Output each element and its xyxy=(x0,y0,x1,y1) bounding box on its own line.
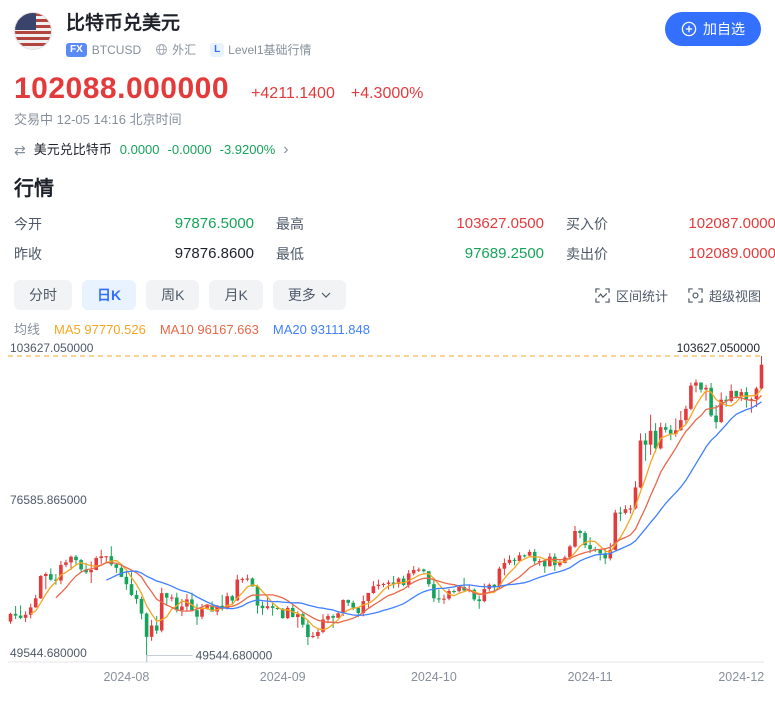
chart-tools: 区间统计 超级视图 xyxy=(595,286,761,305)
quote-field-bid: 买入价 102087.0000 xyxy=(566,215,775,232)
quote-field-low: 最低 97689.2500 xyxy=(276,245,544,262)
candles-layer xyxy=(8,356,764,662)
range-stats-button[interactable]: 区间统计 xyxy=(595,286,668,305)
inverse-price: 0.0000 xyxy=(119,142,160,157)
svg-text:2024-12: 2024-12 xyxy=(718,670,764,684)
ma5-line xyxy=(30,388,763,631)
ma-legend-title: 均线 xyxy=(14,322,41,337)
candlestick-chart[interactable]: 103627.050000 76585.865000 49544.680000 103… xyxy=(8,342,764,690)
svg-text:103627.050000: 103627.050000 xyxy=(10,342,94,355)
tab-time-share[interactable]: 分时 xyxy=(14,280,72,310)
ma10-line xyxy=(55,395,762,624)
price-row: 102088.000000 +4211.1400 +4.3000% xyxy=(14,72,761,106)
candlestick-chart-svg[interactable]: 103627.050000 76585.865000 49544.680000 103… xyxy=(8,342,764,690)
chart-toolbar: 分时 日K 周K 月K 更多 区间统计 xyxy=(14,280,761,310)
ma10-legend: MA10 96167.663 xyxy=(159,322,259,337)
price-change: +4211.1400 xyxy=(251,85,335,102)
page-title: 比特币兑美元 xyxy=(66,13,181,34)
symbol-badges: FX BTCUSD 外汇 L Level1基础行情 xyxy=(66,41,665,58)
inverse-change: -0.0000 xyxy=(167,142,212,157)
plus-circle-icon xyxy=(681,21,697,37)
chevron-right-icon: › xyxy=(283,141,289,158)
ma20-legend: MA20 93111.848 xyxy=(272,322,370,337)
swap-icon: ⇄ xyxy=(14,142,26,158)
us-flag-icon xyxy=(14,12,52,50)
inverse-pair-row[interactable]: ⇄ 美元兑比特币 0.0000 -0.0000 -3.9200% › xyxy=(14,140,289,160)
period-tabs: 分时 日K 周K 月K 更多 xyxy=(14,280,346,310)
tab-more[interactable]: 更多 xyxy=(272,280,346,310)
section-title-quote: 行情 xyxy=(14,178,54,200)
trading-status: 交易中 12-05 14:16 北京时间 xyxy=(14,112,182,127)
svg-text:2024-08: 2024-08 xyxy=(103,670,149,684)
ma5-legend: MA5 97770.526 xyxy=(54,322,146,337)
inverse-pair-name: 美元兑比特币 xyxy=(33,142,112,157)
ma20-line xyxy=(106,401,762,617)
svg-text:103627.050000: 103627.050000 xyxy=(677,342,761,355)
tab-daily-k[interactable]: 日K xyxy=(82,280,137,310)
level1-icon: L xyxy=(210,42,225,57)
svg-text:49544.680000: 49544.680000 xyxy=(10,646,87,660)
svg-text:2024-11: 2024-11 xyxy=(568,670,613,684)
price-change-pct: +4.3000% xyxy=(350,85,424,102)
chevron-down-icon xyxy=(321,292,331,298)
ma-legend: 均线 MA5 97770.526 MA10 96167.663 MA20 931… xyxy=(14,322,761,338)
svg-text:49544.680000: 49544.680000 xyxy=(196,649,273,663)
header: 比特币兑美元 FX BTCUSD 外汇 L Level1基础行情 xyxy=(14,12,761,58)
super-view-icon xyxy=(688,287,703,303)
range-stats-icon xyxy=(595,287,610,303)
quote-field-high: 最高 103627.0500 xyxy=(276,215,544,232)
quote-field-ask: 卖出价 102089.0000 xyxy=(566,245,775,262)
header-main: 比特币兑美元 FX BTCUSD 外汇 L Level1基础行情 xyxy=(66,12,665,58)
level-tag-label: Level1基础行情 xyxy=(228,43,312,57)
globe-icon xyxy=(156,43,168,56)
add-watchlist-button[interactable]: 加自选 xyxy=(665,12,761,46)
svg-text:76585.865000: 76585.865000 xyxy=(10,493,87,507)
inverse-change-pct: -3.9200% xyxy=(219,142,276,157)
super-view-button[interactable]: 超级视图 xyxy=(688,286,761,305)
quote-field-prev-close: 昨收 97876.8600 xyxy=(14,245,254,262)
add-watchlist-label: 加自选 xyxy=(703,21,745,37)
symbol-code: BTCUSD xyxy=(91,42,142,57)
tab-monthly-k[interactable]: 月K xyxy=(209,280,263,310)
market-tag: 外汇 xyxy=(155,41,196,58)
svg-text:2024-09: 2024-09 xyxy=(260,670,306,684)
fx-badge: FX xyxy=(66,42,87,57)
tab-weekly-k[interactable]: 周K xyxy=(146,280,200,310)
last-price: 102088.000000 xyxy=(14,72,230,105)
quote-grid: 今开 97876.5000 最高 103627.0500 买入价 102087.… xyxy=(14,214,775,264)
svg-text:2024-10: 2024-10 xyxy=(411,670,457,684)
quote-field-open: 今开 97876.5000 xyxy=(14,215,254,232)
market-tag-label: 外汇 xyxy=(172,43,197,57)
level-tag: L Level1基础行情 xyxy=(210,41,312,58)
